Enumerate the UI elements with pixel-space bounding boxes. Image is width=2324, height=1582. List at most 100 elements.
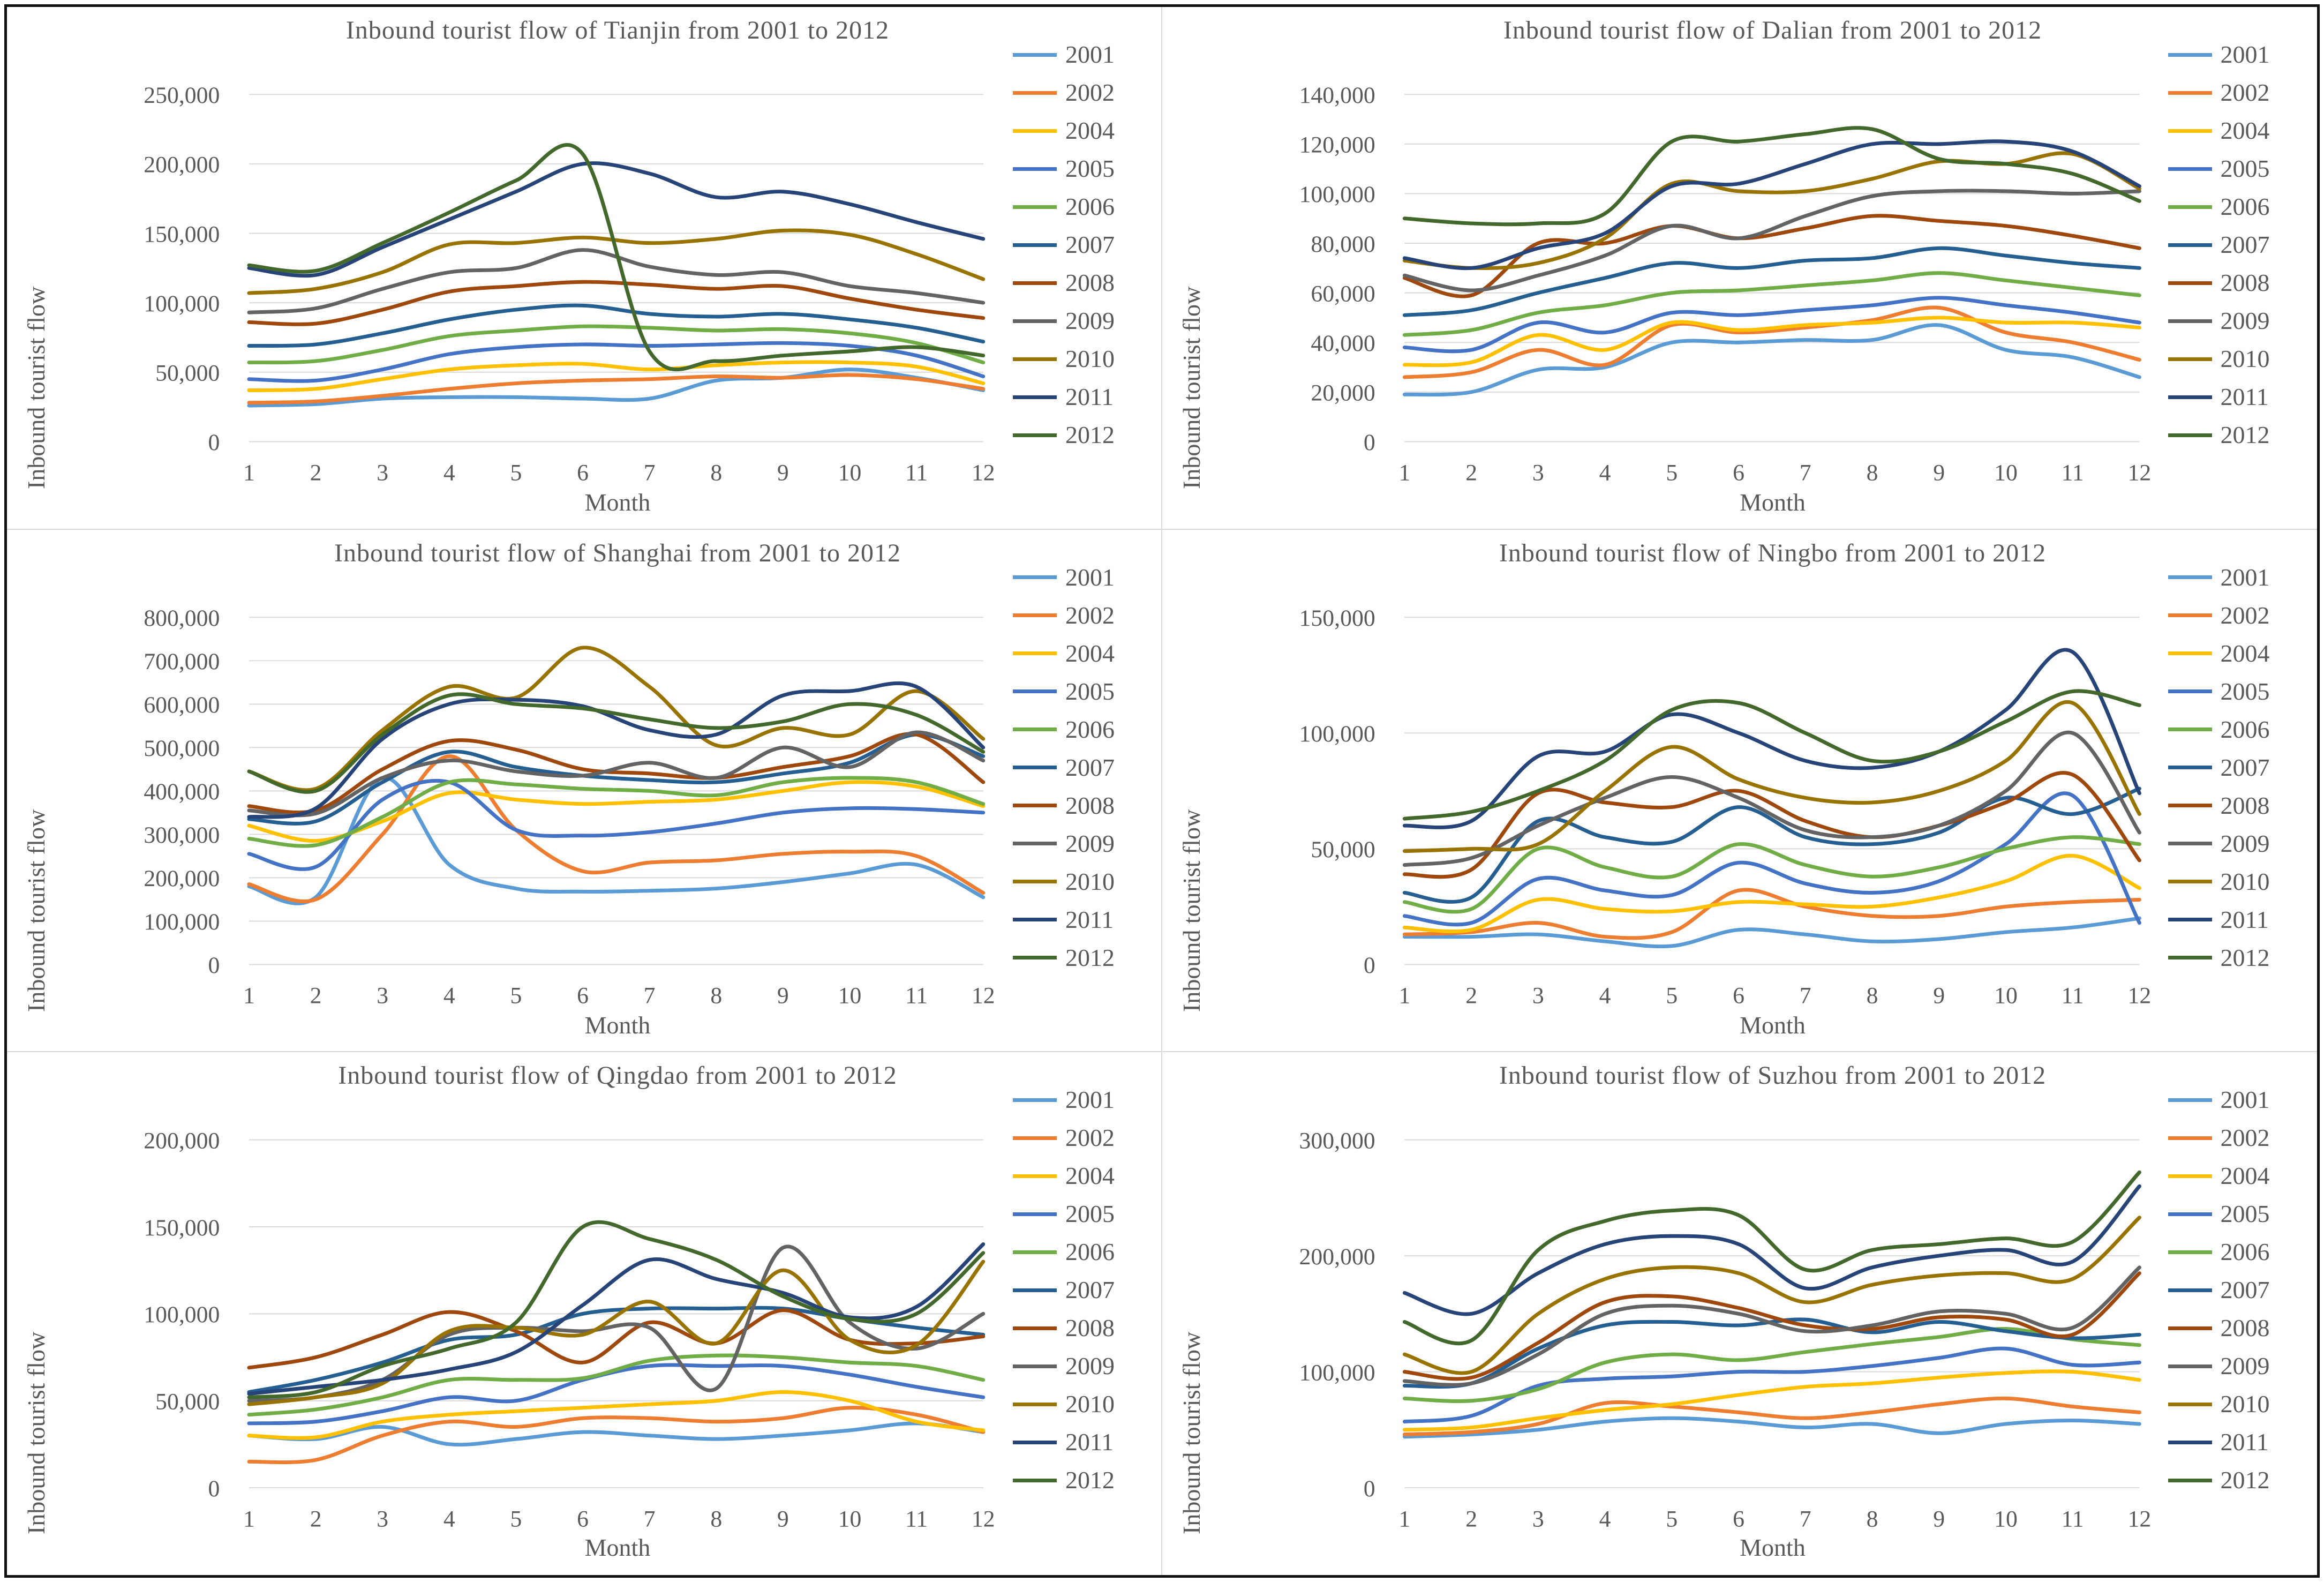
legend-year-label: 2006 <box>1065 715 1115 743</box>
legend-year-label: 2009 <box>2220 1352 2270 1380</box>
series-line-2005 <box>1402 791 2141 926</box>
legend-swatch-2007 <box>1013 1288 1057 1292</box>
legend-year-label: 2004 <box>1065 1162 1115 1190</box>
legend-swatch-2010 <box>2168 1402 2212 1406</box>
legend-year-label: 2011 <box>2220 905 2269 933</box>
series-line-2005 <box>247 1363 986 1426</box>
x-tick-label: 4 <box>443 460 455 486</box>
legend-year-label: 2002 <box>1065 601 1115 629</box>
x-tick-label: 12 <box>2127 1506 2151 1532</box>
legend-swatch-2009 <box>1013 319 1057 323</box>
series-line-2008 <box>1402 1271 2141 1381</box>
legend-year-label: 2011 <box>2220 1428 2269 1456</box>
legend-item-2010: 2010 <box>1013 1392 1115 1416</box>
x-tick-label: 3 <box>1532 460 1544 486</box>
chart-title-shanghai: Inbound tourist flow of Shanghai from 20… <box>334 538 901 567</box>
series-line-2009 <box>1402 189 2141 293</box>
series-line-2012 <box>247 143 986 372</box>
x-tick-label: 7 <box>644 460 656 486</box>
legend-swatch-2004 <box>1013 651 1057 656</box>
x-tick-label: 8 <box>1866 460 1878 486</box>
x-tick-label: 1 <box>1398 983 1410 1008</box>
legend-item-2011: 2011 <box>1013 907 1115 932</box>
series-line-2001 <box>247 775 986 905</box>
series-line-2009 <box>1402 1265 2141 1387</box>
figure-grid: 0 50,000 100,000 150,000 200,000 250,000 1 2 3 4 5… <box>4 4 2320 1578</box>
legend-swatch-2001 <box>1013 1098 1057 1102</box>
series-line-2001 <box>1402 323 2141 397</box>
legend-swatch-2004 <box>2168 129 2212 133</box>
x-tick-label: 5 <box>1666 460 1678 486</box>
legend-item-2006: 2006 <box>2168 1240 2270 1264</box>
legend-item-2004: 2004 <box>1013 118 1115 143</box>
series-line-2012 <box>1402 689 2141 821</box>
legend-year-label: 2005 <box>1065 1200 1115 1228</box>
series-line-2001 <box>1402 916 2141 948</box>
series-line-2002 <box>247 373 986 405</box>
legend-swatch-2002 <box>1013 1136 1057 1140</box>
legend-item-2012: 2012 <box>1013 945 1115 970</box>
legend-item-2008: 2008 <box>2168 271 2270 295</box>
legend-swatch-2005 <box>2168 689 2212 694</box>
legend-item-2004: 2004 <box>2168 1164 2270 1188</box>
y-tick-label: 0 <box>1363 1476 1375 1502</box>
y-tick-label: 700,000 <box>144 649 220 674</box>
y-tick-label: 150,000 <box>144 221 220 247</box>
series-line-2004 <box>247 779 986 843</box>
y-tick-label: 50,000 <box>155 1389 220 1415</box>
series-line-2006 <box>1402 271 2141 337</box>
chart-panel-qingdao: 0 50,000 100,000 150,000 200,000 1 2 3 4 5 6 7 8 9 10 1… <box>7 1052 1162 1575</box>
legend-item-2007: 2007 <box>2168 755 2270 780</box>
x-axis-label: Month <box>584 1011 651 1039</box>
legend-item-2007: 2007 <box>2168 1278 2270 1302</box>
legend-swatch-2011 <box>1013 395 1057 399</box>
series-line-2007 <box>247 303 986 348</box>
legend-item-2010: 2010 <box>2168 1392 2270 1416</box>
legend-year-label: 2009 <box>1065 1352 1115 1380</box>
x-tick-label: 11 <box>905 460 928 486</box>
y-axis-label: Inbound tourist flow <box>1177 1332 1205 1535</box>
legend-tianjin: 2001 2002 2004 2005 2006 2007 2008 2009 2010 2011… <box>1013 42 1115 461</box>
chart-title-tianjin: Inbound tourist flow of Tianjin from 200… <box>345 16 890 44</box>
series-line-2007 <box>247 732 986 826</box>
chart-title-qingdao: Inbound tourist flow of Qingdao from 200… <box>338 1061 897 1090</box>
x-tick-label: 3 <box>377 1506 388 1532</box>
x-tick-label: 8 <box>1866 983 1878 1008</box>
legend-item-2001: 2001 <box>2168 42 2270 67</box>
x-tick-label: 2 <box>310 1506 322 1532</box>
legend-swatch-2007 <box>2168 1288 2212 1292</box>
series-line-2012 <box>247 1220 986 1399</box>
legend-swatch-2002 <box>1013 613 1057 618</box>
legend-swatch-2008 <box>1013 1326 1057 1330</box>
legend-item-2008: 2008 <box>1013 793 1115 818</box>
series-line-2002 <box>1402 305 2141 379</box>
x-tick-label: 12 <box>972 1506 995 1532</box>
legend-ningbo: 2001 2002 2004 2005 2006 2007 2008 2009 2010 2011… <box>2168 565 2270 984</box>
series-line-2004 <box>1402 316 2141 368</box>
legend-year-label: 2008 <box>1065 269 1115 296</box>
x-tick-label: 5 <box>1666 983 1678 1008</box>
legend-year-label: 2002 <box>2220 1124 2270 1152</box>
x-tick-label: 9 <box>1933 460 1945 486</box>
x-tick-label: 2 <box>1465 460 1477 486</box>
legend-year-label: 2009 <box>2220 829 2270 857</box>
y-tick-label: 200,000 <box>144 866 220 891</box>
legend-year-label: 2005 <box>2220 677 2270 705</box>
legend-swatch-2011 <box>2168 918 2212 922</box>
series-line-2010 <box>247 1259 986 1406</box>
legend-year-label: 2010 <box>1065 867 1115 895</box>
legend-swatch-2007 <box>2168 243 2212 247</box>
y-tick-label: 50,000 <box>155 361 220 386</box>
x-tick-label: 6 <box>577 460 589 486</box>
series-line-2007 <box>1402 246 2141 317</box>
legend-year-label: 2008 <box>2220 791 2270 819</box>
legend-swatch-2002 <box>2168 613 2212 618</box>
legend-swatch-2011 <box>2168 395 2212 399</box>
x-tick-label: 5 <box>510 1506 522 1532</box>
legend-swatch-2006 <box>1013 1250 1057 1254</box>
legend-swatch-2010 <box>2168 357 2212 361</box>
legend-swatch-2010 <box>1013 880 1057 884</box>
legend-year-label: 2001 <box>1065 1086 1115 1114</box>
legend-swatch-2006 <box>2168 1250 2212 1254</box>
legend-item-2001: 2001 <box>1013 565 1115 590</box>
